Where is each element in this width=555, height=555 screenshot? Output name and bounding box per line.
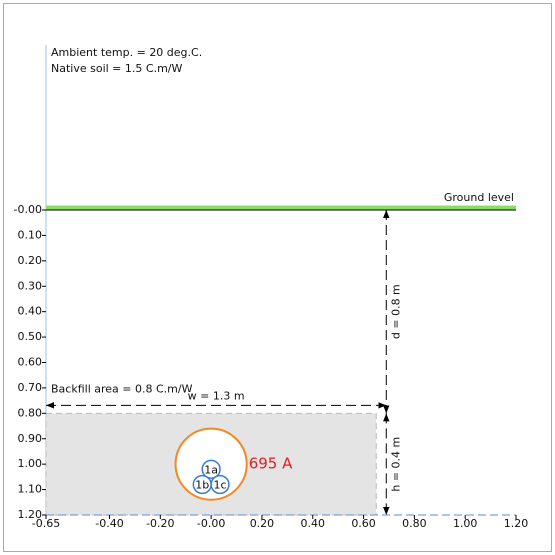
y-tick-label: 0.90: [18, 432, 43, 445]
x-tick-label: 0.80: [402, 517, 427, 530]
y-tick-label: 0.30: [18, 279, 43, 292]
y-tick-label: 0.40: [18, 305, 43, 318]
height-label: h = 0.4 m: [389, 437, 402, 492]
ambient-label: Ambient temp. = 20 deg.C.: [51, 46, 202, 59]
depth-label: d = 0.8 m: [389, 284, 402, 339]
y-tick-label: 1.00: [18, 457, 43, 470]
x-tick-label: -0.40: [95, 517, 123, 530]
y-tick-label: 0.10: [18, 228, 43, 241]
y-tick-label: 1.10: [18, 483, 43, 496]
x-tick-label: -0.00: [197, 517, 225, 530]
soil-label: Native soil = 1.5 C.m/W: [51, 62, 182, 75]
width-label: w = 1.3 m: [188, 389, 245, 402]
y-tick-label: -0.00: [14, 203, 42, 216]
y-tick-label: 0.80: [18, 406, 43, 419]
y-tick-label: 0.20: [18, 254, 43, 267]
x-tick-label: 0.60: [351, 517, 376, 530]
cable-label: 1b: [195, 479, 209, 492]
y-tick-label: 0.60: [18, 356, 43, 369]
cable-label: 1a: [204, 463, 218, 476]
x-tick-label: 0.20: [250, 517, 275, 530]
x-tick-label: 0.40: [301, 517, 326, 530]
x-tick-label: -0.20: [146, 517, 174, 530]
y-tick-label: 1.20: [18, 508, 43, 521]
y-tick-label: 0.70: [18, 381, 43, 394]
x-tick-label: 1.00: [453, 517, 478, 530]
cable: [201, 459, 221, 479]
y-tick-label: 0.50: [18, 330, 43, 343]
cable-label: 1c: [214, 479, 227, 492]
ground-label: Ground level: [444, 191, 514, 204]
x-tick-label: -0.65: [32, 517, 60, 530]
x-tick-label: 1.20: [504, 517, 529, 530]
current-label: 695 A: [249, 455, 293, 473]
cable: [210, 474, 230, 495]
backfill-label: Backfill area = 0.8 C.m/W: [51, 382, 193, 395]
